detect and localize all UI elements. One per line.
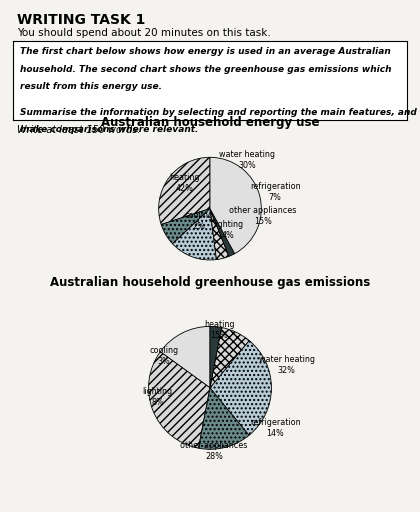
Wedge shape: [210, 327, 221, 388]
Text: WRITING TASK 1: WRITING TASK 1: [17, 13, 145, 27]
Text: refrigeration
14%: refrigeration 14%: [250, 418, 301, 438]
Text: result from this energy use.: result from this energy use.: [21, 82, 163, 91]
Text: lighting
4%: lighting 4%: [213, 220, 243, 240]
Title: Australian household greenhouse gas emissions: Australian household greenhouse gas emis…: [50, 276, 370, 289]
Wedge shape: [210, 328, 249, 388]
Text: Summarise the information by selecting and reporting the main features, and: Summarise the information by selecting a…: [21, 108, 417, 117]
Wedge shape: [210, 209, 235, 257]
Text: make comparisons where relevant.: make comparisons where relevant.: [21, 125, 199, 134]
Wedge shape: [199, 388, 249, 449]
Text: You should spend about 20 minutes on this task.: You should spend about 20 minutes on thi…: [17, 28, 270, 38]
Text: cooling
2%: cooling 2%: [184, 210, 214, 231]
Text: water heating
32%: water heating 32%: [259, 355, 315, 375]
Wedge shape: [160, 327, 210, 388]
Wedge shape: [149, 352, 210, 448]
Wedge shape: [210, 157, 261, 253]
Text: other appliances
15%: other appliances 15%: [229, 206, 297, 226]
Text: refrigeration
7%: refrigeration 7%: [250, 182, 301, 202]
Wedge shape: [159, 157, 210, 224]
Wedge shape: [210, 340, 271, 435]
Wedge shape: [173, 209, 216, 260]
Text: other appliances
28%: other appliances 28%: [180, 441, 247, 461]
Text: water heating
30%: water heating 30%: [220, 150, 276, 170]
Text: cooling
3%: cooling 3%: [150, 346, 178, 366]
Wedge shape: [210, 209, 229, 260]
Text: lighting
8%: lighting 8%: [143, 387, 173, 407]
Text: household. The second chart shows the greenhouse gas emissions which: household. The second chart shows the gr…: [21, 65, 392, 74]
Text: Write at least 150 words.: Write at least 150 words.: [17, 125, 140, 136]
Wedge shape: [161, 209, 210, 244]
Title: Australian household energy use: Australian household energy use: [101, 116, 319, 129]
Text: heating
42%: heating 42%: [169, 173, 200, 194]
Text: The first chart below shows how energy is used in an average Australian: The first chart below shows how energy i…: [21, 47, 391, 56]
Text: heating
15%: heating 15%: [204, 320, 234, 340]
